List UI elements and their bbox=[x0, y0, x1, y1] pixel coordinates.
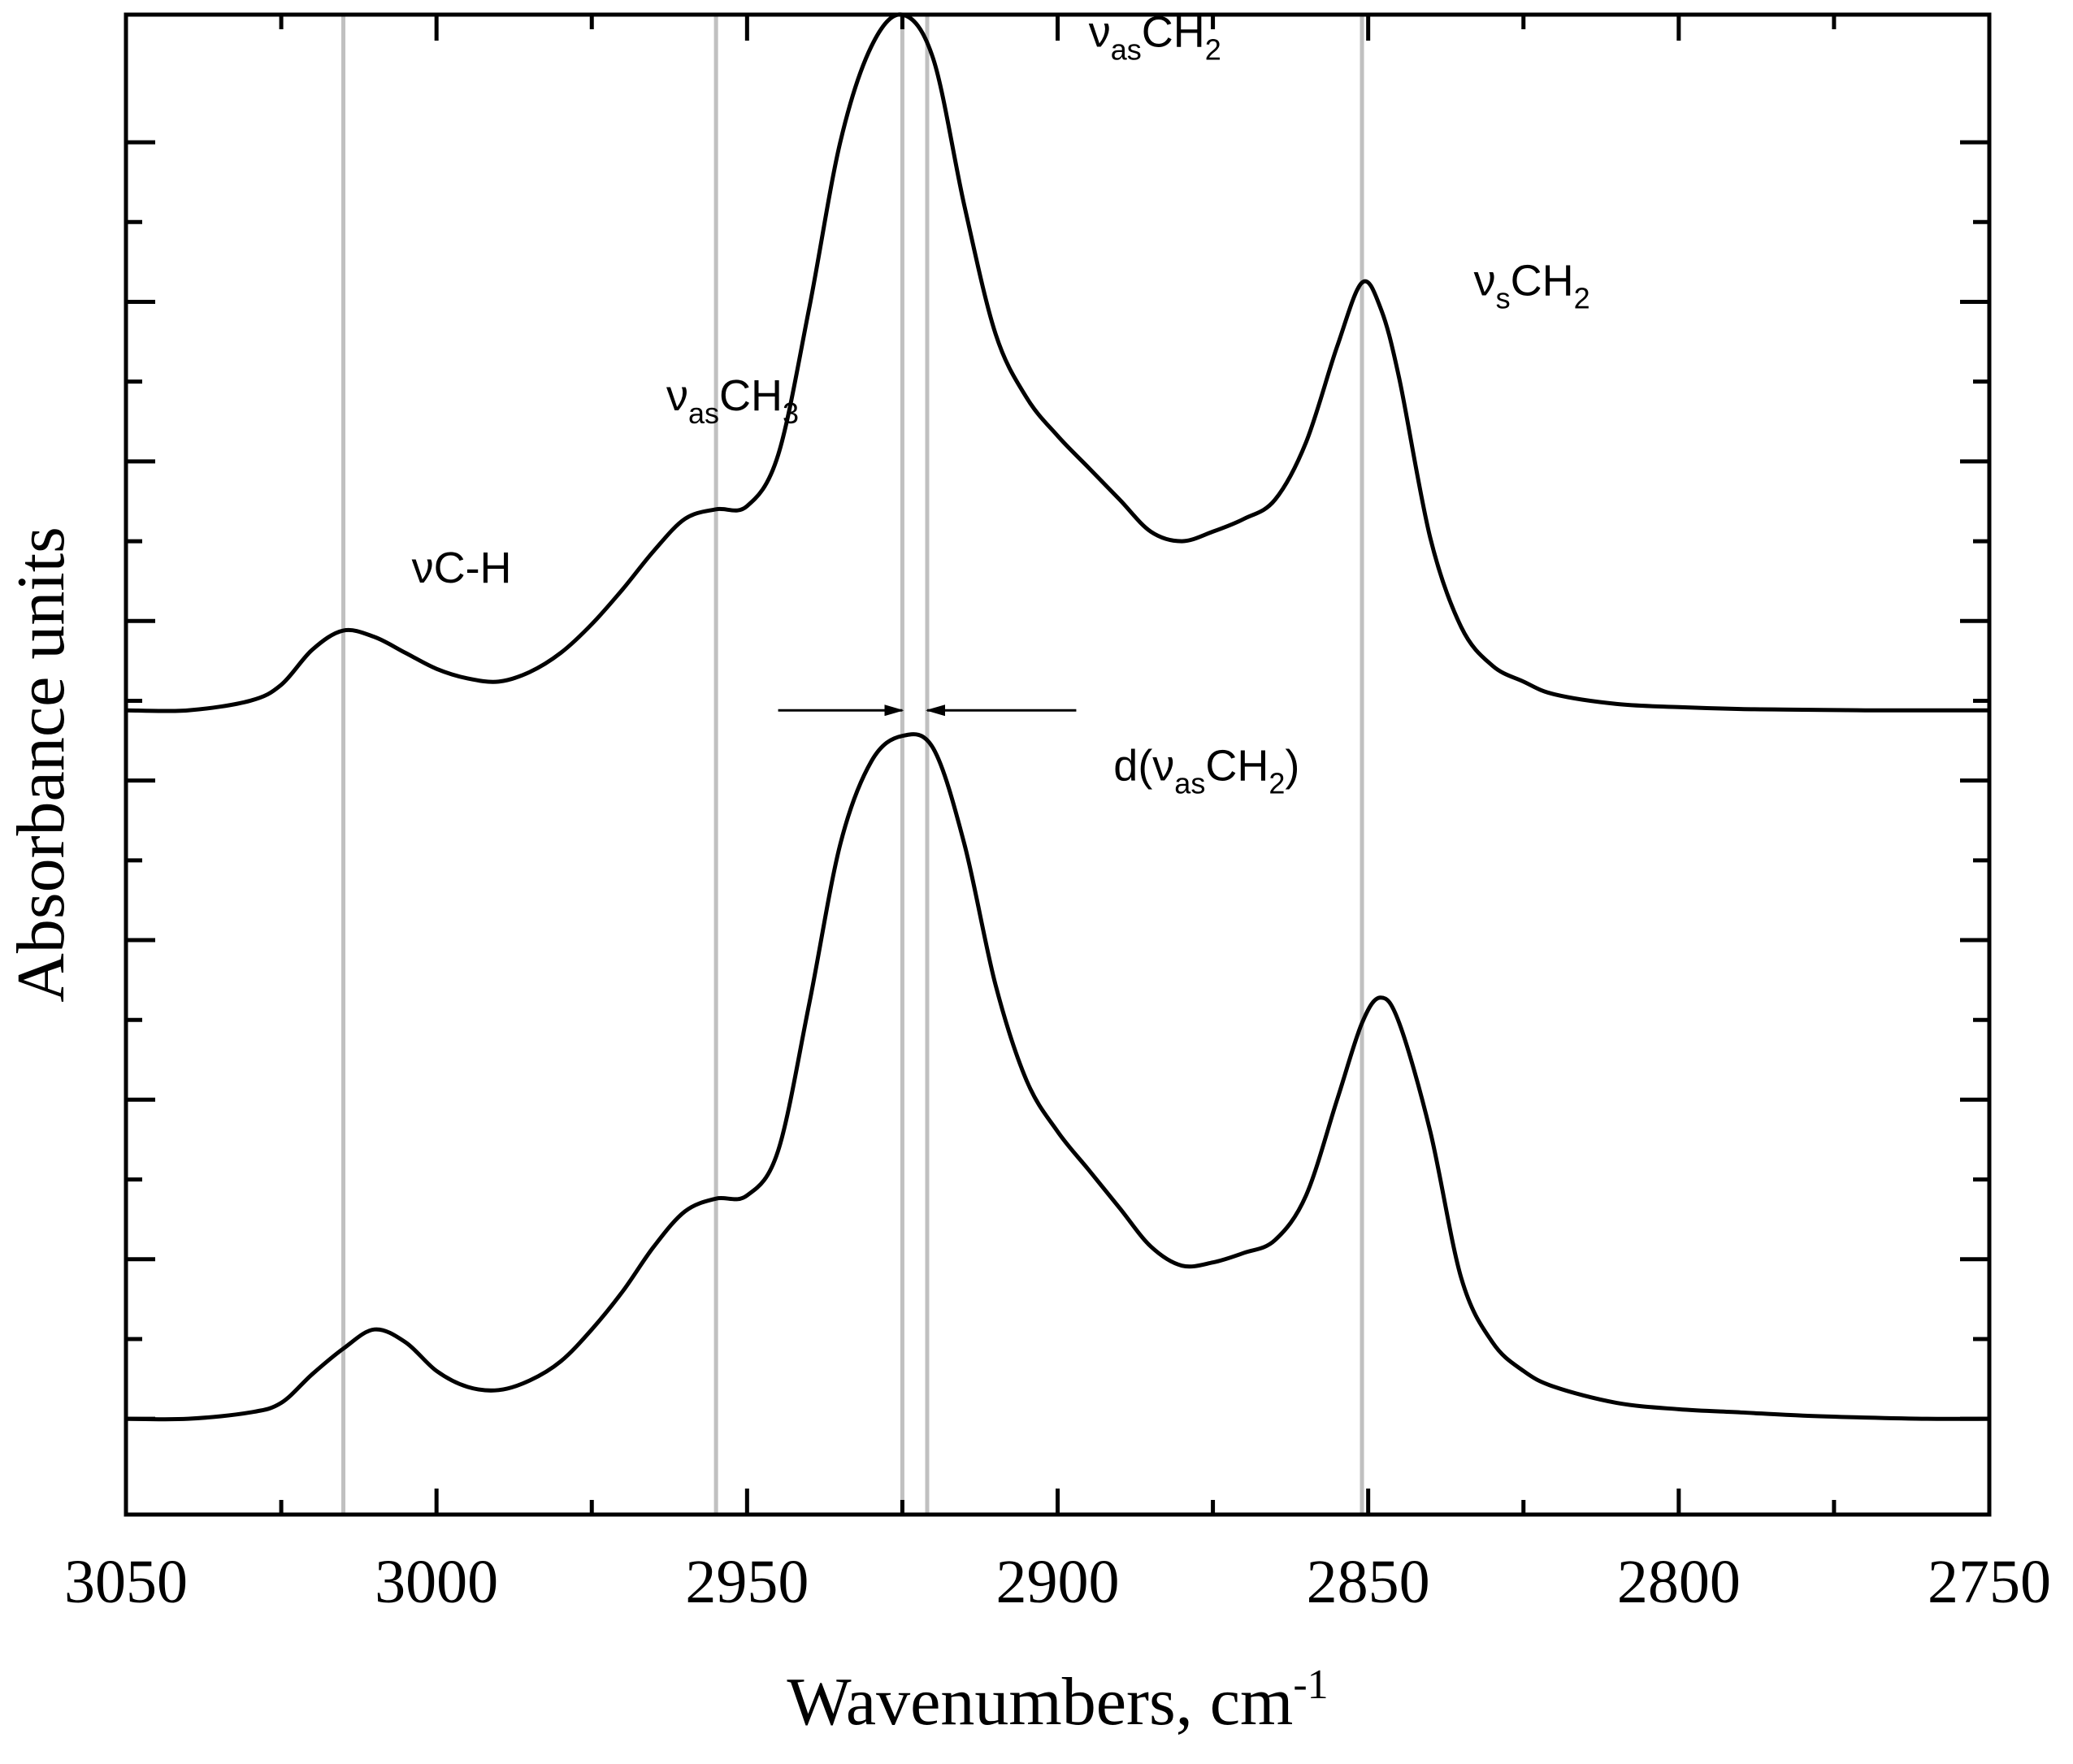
x-tick-label: 2950 bbox=[685, 1548, 809, 1616]
band-label-1: νC-H bbox=[412, 544, 512, 592]
x-tick-label: 2900 bbox=[996, 1548, 1120, 1616]
band-label-text: ) bbox=[1285, 742, 1299, 791]
x-tick-label: 2850 bbox=[1307, 1548, 1430, 1616]
band-label-text: d(ν bbox=[1113, 742, 1174, 791]
band-label-3: νasCH2 bbox=[1089, 7, 1221, 66]
x-axis-title-text: Wavenumbers, cm bbox=[787, 1664, 1293, 1740]
band-label-subscript: 3 bbox=[783, 397, 799, 430]
x-tick-label: 3050 bbox=[64, 1548, 188, 1616]
reference-lines bbox=[341, 15, 1364, 1515]
band-label-subscript: s bbox=[1496, 282, 1511, 315]
band-label-subscript: 2 bbox=[1574, 282, 1590, 315]
band-label-subscript: as bbox=[1174, 767, 1205, 800]
plot-frame bbox=[124, 12, 1992, 1517]
band-label-subscript: 2 bbox=[1205, 33, 1221, 66]
x-axis-title-superscript: -1 bbox=[1293, 1662, 1328, 1708]
band-label-subscript: as bbox=[1111, 33, 1142, 66]
x-axis-title: Wavenumbers, cm-1 bbox=[787, 1662, 1328, 1740]
labels-layer: 3050 3000 2950 2900 2850 2800 2750 bbox=[64, 1548, 2051, 1616]
x-tick-label: 2800 bbox=[1617, 1548, 1741, 1616]
spectrum-line-2 bbox=[125, 732, 1990, 1422]
band-label-2: νasCH3 bbox=[666, 371, 799, 430]
spectrum-line-1 bbox=[125, 12, 1989, 713]
band-label-text: ν bbox=[666, 371, 688, 420]
band-label-subscript: as bbox=[688, 397, 719, 430]
band-label-text: ν bbox=[1089, 7, 1111, 56]
band-label-text: νC-H bbox=[412, 544, 512, 592]
band-label-subscript: 2 bbox=[1269, 767, 1285, 800]
x-tick-label: 3000 bbox=[375, 1548, 498, 1616]
band-label-text: CH bbox=[1205, 742, 1269, 791]
band-label-5: d(νasCH2) bbox=[1113, 742, 1299, 800]
band-label-4: νsCH2 bbox=[1474, 257, 1590, 315]
band-label-text: CH bbox=[1511, 257, 1574, 306]
band-label-text: CH bbox=[1142, 7, 1205, 56]
x-tick-label: 2750 bbox=[1928, 1548, 2051, 1616]
y-axis-title: Absorbance units bbox=[3, 527, 79, 1003]
band-label-text: CH bbox=[719, 371, 783, 420]
ticks-layer bbox=[124, 15, 1992, 1515]
series-layer bbox=[125, 12, 1990, 1422]
band-label-text: ν bbox=[1474, 257, 1496, 306]
